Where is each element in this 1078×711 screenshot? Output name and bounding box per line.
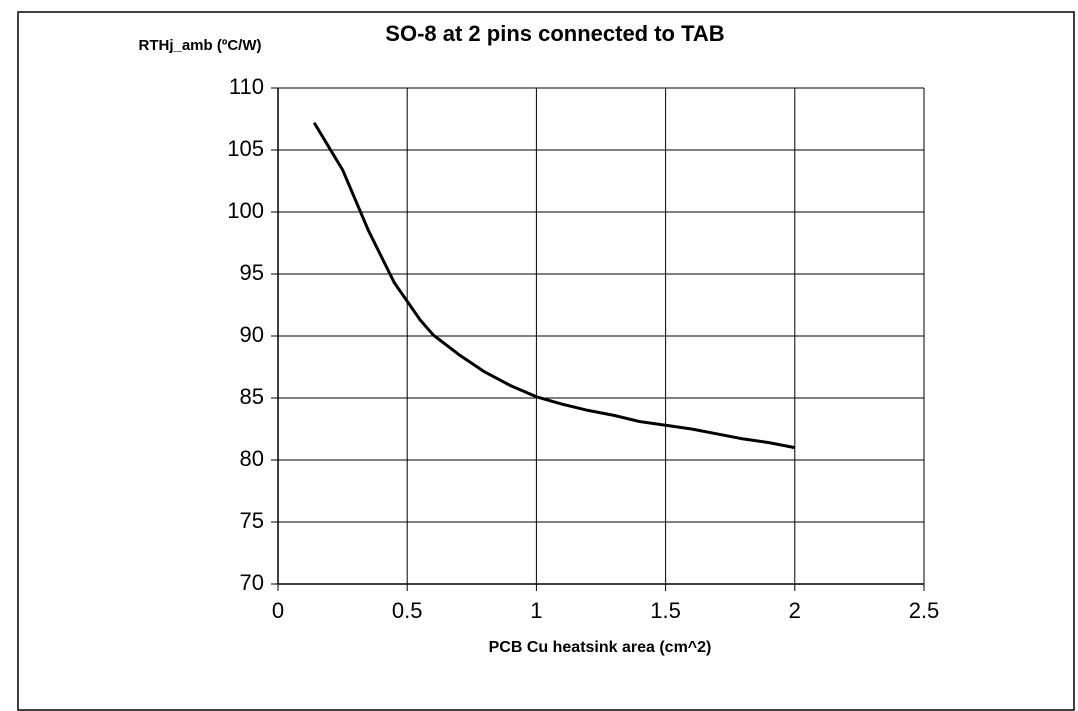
y-tick-label: 95 <box>240 260 264 285</box>
x-tick-label: 1.5 <box>650 598 681 623</box>
x-axis-label: PCB Cu heatsink area (cm^2) <box>489 639 712 656</box>
x-tick-label: 2 <box>789 598 801 623</box>
chart-title: SO-8 at 2 pins connected to TAB <box>385 21 724 46</box>
y-tick-label: 70 <box>240 570 264 595</box>
frame <box>17 11 1075 711</box>
x-tick-label: 1 <box>530 598 542 623</box>
x-tick-label: 2.5 <box>909 598 940 623</box>
data-line <box>312 121 796 450</box>
y-tick-label: 80 <box>240 446 264 471</box>
y-tick-label: 110 <box>229 74 264 99</box>
y-tick-label: 90 <box>240 322 264 347</box>
y-tick-label: 100 <box>227 198 264 223</box>
x-tick-label: 0.5 <box>392 598 423 623</box>
y-axis-label: RTHj_amb (ºC/W) <box>139 37 262 54</box>
y-tick-label: 75 <box>240 508 264 533</box>
x-tick-label: 0 <box>272 598 284 623</box>
y-tick-label: 85 <box>240 384 264 409</box>
y-tick-label: 105 <box>227 136 264 161</box>
